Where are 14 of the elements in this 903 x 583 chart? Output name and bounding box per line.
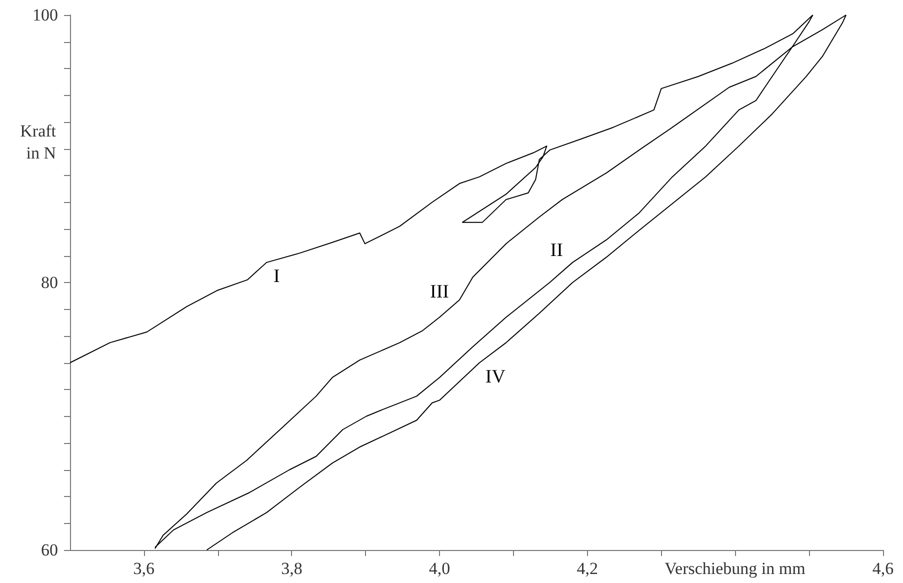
x-tick-label: 4,0 [428,559,450,578]
y-tick-label: 80 [41,273,58,292]
x-tick-label: 4,2 [576,559,598,578]
annotation: IV [485,366,506,388]
y-axis-title: Kraft in N [20,122,56,162]
x-tick-label: 4,6 [872,559,894,578]
annotation: III [430,281,449,302]
annotation: I [273,266,280,287]
x-axis-title: Verschiebung in mm [664,559,806,578]
x-tick-label: 3,6 [133,559,155,578]
y-tick-label: 60 [41,540,58,560]
y-tick-label: 100 [32,6,58,24]
annotation: II [550,240,563,261]
x-tick-label: 3,8 [281,559,302,578]
